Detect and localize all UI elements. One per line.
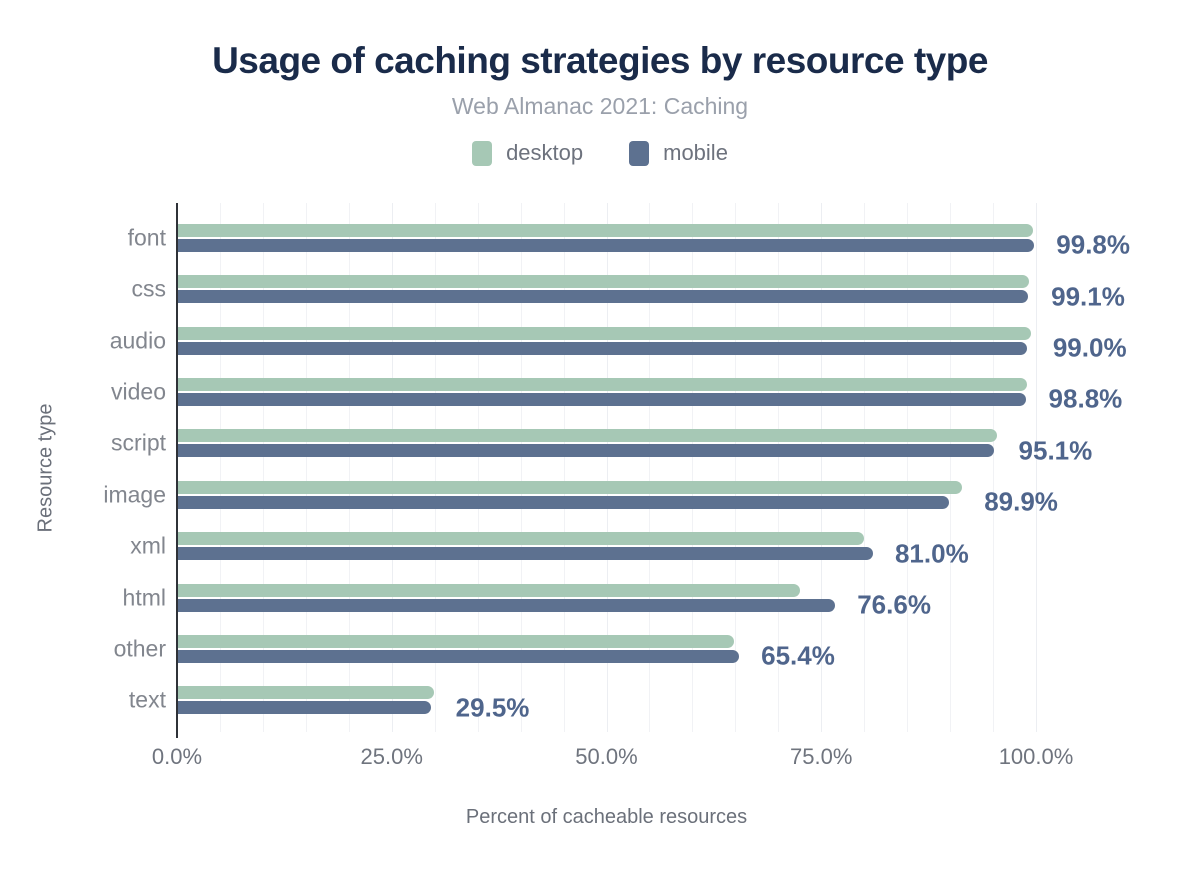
category-label: font	[127, 224, 166, 251]
gridline	[434, 203, 436, 732]
plot-area: font 99.8% css 99.1% audio 99.0% video 98.8% scr…	[103, 203, 1130, 738]
y-axis-line	[176, 203, 178, 738]
category-label: css	[131, 275, 167, 302]
y-axis-label: Resource type	[34, 403, 57, 533]
gridline	[606, 203, 608, 732]
bar-row-css: css 99.1%	[132, 263, 1125, 314]
bar-mobile-text	[178, 701, 432, 715]
value-label: 95.1%	[1018, 435, 1093, 466]
gridline	[563, 203, 565, 732]
bar-row-xml: xml 81.0%	[130, 520, 1036, 571]
bar-row-video: video 98.8%	[111, 366, 1122, 417]
value-label: 76.6%	[857, 589, 931, 620]
bar-row-html: html 76.6%	[123, 572, 1036, 623]
bar-desktop-xml	[178, 532, 864, 546]
bar-desktop-script	[178, 429, 997, 443]
bar-mobile-image	[178, 495, 950, 509]
legend: desktop mobile	[0, 140, 1200, 166]
bar-row-audio: audio 99.0%	[110, 315, 1127, 366]
bar-row-font: font 99.8%	[128, 212, 1130, 263]
bar-row-script: script 95.1%	[111, 418, 1092, 469]
category-label: audio	[109, 327, 166, 354]
bar-rows: font 99.8% css 99.1% audio 99.0% video 98.8% scr…	[103, 212, 1130, 726]
bar-mobile-xml	[178, 547, 873, 561]
chart-subtitle: Web Almanac 2021: Caching	[451, 93, 749, 119]
gridline	[993, 203, 995, 732]
gridline	[305, 203, 307, 732]
bar-row-other: other 65.4%	[114, 623, 1036, 674]
legend-label-desktop: desktop	[506, 140, 584, 165]
x-tick-label: 100.0%	[998, 744, 1074, 769]
category-label: xml	[130, 532, 166, 559]
gridline	[735, 203, 737, 732]
x-tick-label: 0.0%	[151, 744, 203, 769]
bar-mobile-html	[178, 598, 836, 612]
gridline	[1036, 203, 1037, 732]
bar-row-image: image 89.9%	[103, 469, 1058, 520]
bar-desktop-audio	[178, 326, 1031, 340]
value-label: 99.1%	[1051, 281, 1125, 312]
gridline	[907, 203, 909, 732]
value-label: 98.8%	[1048, 383, 1123, 414]
legend-label-mobile: mobile	[663, 140, 728, 165]
gridline	[950, 203, 952, 732]
bar-desktop-video	[178, 377, 1027, 391]
category-label: other	[113, 635, 166, 662]
gridline	[778, 203, 780, 732]
category-label: video	[111, 378, 166, 405]
bar-mobile-audio	[178, 341, 1028, 355]
desktop-swatch-icon	[472, 140, 493, 166]
gridline	[348, 203, 350, 732]
category-label: text	[128, 686, 166, 713]
bar-desktop-text	[178, 686, 434, 700]
value-label: 89.9%	[984, 486, 1058, 517]
gridline	[219, 203, 221, 732]
mobile-swatch-icon	[629, 140, 650, 166]
x-axis-label: Percent of cacheable resources	[465, 806, 748, 828]
gridline	[391, 203, 393, 732]
value-label: 65.4%	[761, 640, 835, 671]
gridline	[520, 203, 522, 732]
legend-item-desktop: desktop	[472, 140, 583, 166]
bar-mobile-css	[178, 290, 1029, 304]
x-tick-label: 50.0%	[575, 744, 638, 769]
gridline	[477, 203, 479, 732]
value-label: 29.5%	[455, 692, 530, 723]
bar-row-text: text 29.5%	[129, 675, 1036, 726]
gridline	[692, 203, 694, 732]
value-label: 81.0%	[894, 538, 969, 569]
bar-desktop-image	[178, 480, 963, 494]
category-label: image	[103, 481, 166, 508]
bar-mobile-video	[178, 392, 1026, 406]
gridline	[262, 203, 264, 732]
x-tick-label: 25.0%	[360, 744, 423, 769]
value-label: 99.8%	[1056, 229, 1131, 260]
gridline	[864, 203, 866, 732]
x-axis-ticks: 0.0% 25.0% 50.0% 75.0% 100.0%	[152, 744, 1073, 770]
chart-title: Usage of caching strategies by resource …	[212, 40, 988, 81]
bar-mobile-other	[178, 649, 740, 663]
bar-desktop-other	[178, 634, 734, 648]
bar-mobile-font	[178, 238, 1035, 252]
bar-mobile-script	[178, 444, 994, 458]
category-label: script	[111, 429, 166, 456]
bar-desktop-css	[178, 275, 1030, 289]
value-label: 99.0%	[1052, 332, 1127, 363]
category-label: html	[122, 584, 166, 611]
bar-desktop-font	[178, 223, 1034, 237]
x-tick-label: 75.0%	[790, 744, 853, 769]
gridline	[821, 203, 823, 732]
bar-desktop-html	[178, 583, 801, 597]
gridline	[649, 203, 651, 732]
legend-item-mobile: mobile	[629, 140, 728, 166]
